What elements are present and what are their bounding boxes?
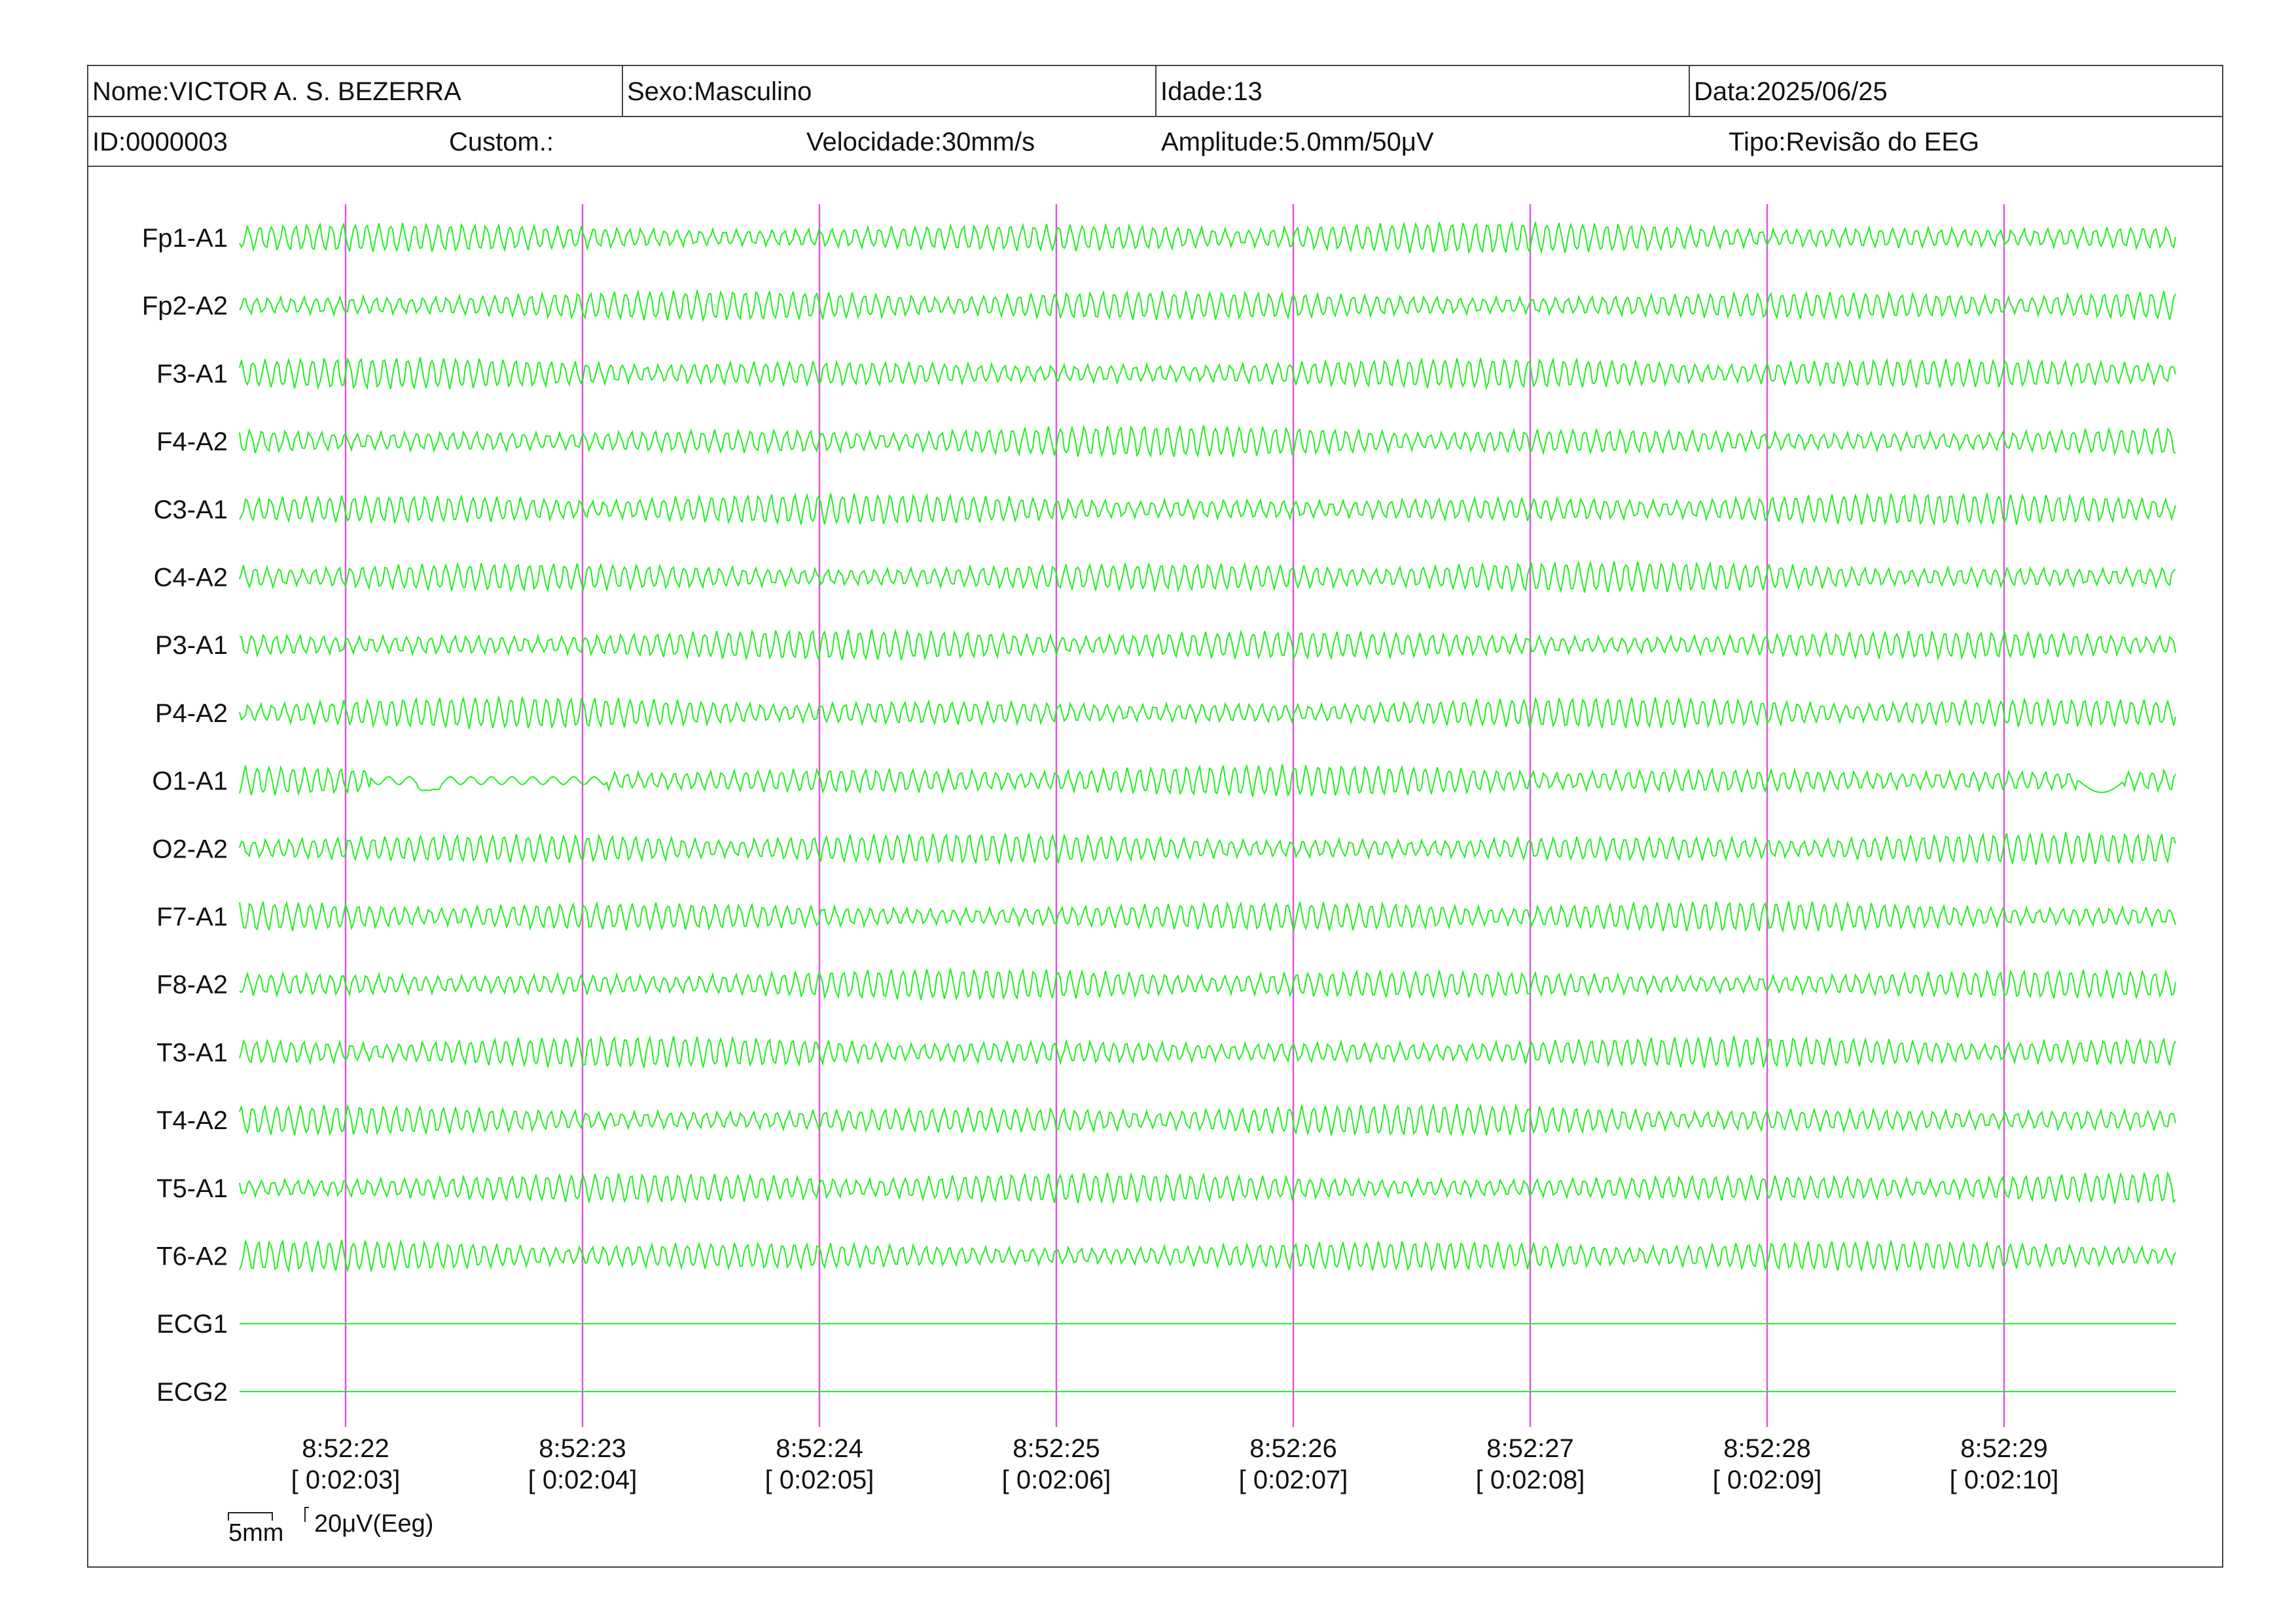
- channel-trace: [239, 221, 2176, 255]
- amplitude-scale-label: 20μV(Eeg): [314, 1510, 433, 1538]
- channel-label: F4-A2: [156, 427, 228, 456]
- clock-time-label: 8:52:29: [1960, 1434, 2047, 1463]
- amplitude-scale-bracket: [304, 1507, 309, 1522]
- patient-age: Idade:13: [1155, 66, 1689, 116]
- custom-field: Custom.:: [449, 128, 554, 156]
- elapsed-time-label: [ 0:02:09]: [1713, 1466, 1822, 1494]
- channel-traces: [239, 221, 2176, 1392]
- channel-trace: [239, 696, 2176, 729]
- clock-time-label: 8:52:28: [1723, 1434, 1810, 1463]
- clock-time-label: 8:52:24: [776, 1434, 863, 1463]
- channel-trace: [239, 900, 2176, 933]
- channel-label: F3-A1: [156, 359, 228, 388]
- elapsed-time-label: [ 0:02:08]: [1476, 1466, 1585, 1494]
- channel-label: C3-A1: [154, 496, 228, 524]
- elapsed-time-label: [ 0:02:04]: [528, 1466, 637, 1494]
- exam-date: Data:2025/06/25: [1689, 66, 2222, 116]
- elapsed-time-label: [ 0:02:07]: [1239, 1466, 1348, 1494]
- elapsed-time-label: [ 0:02:05]: [765, 1466, 874, 1494]
- clock-time-label: 8:52:26: [1249, 1434, 1336, 1463]
- amplitude-setting: Amplitude:5.0mm/50μV: [1161, 128, 1434, 156]
- channel-label: T3-A1: [156, 1038, 228, 1067]
- channel-label: F7-A1: [156, 903, 228, 931]
- channel-label: ECG2: [156, 1378, 228, 1407]
- channel-label: Fp1-A1: [142, 224, 228, 253]
- time-scale-bracket: [228, 1512, 273, 1521]
- channel-trace: [239, 764, 2176, 797]
- channel-trace: [239, 289, 2176, 323]
- elapsed-time-label: [ 0:02:10]: [1950, 1466, 2059, 1494]
- channel-label: T6-A2: [156, 1242, 228, 1271]
- time-axis-labels: 8:52:22 [ 0:02:03] 8:52:23 [ 0:02:04] 8:52:2…: [291, 1434, 2059, 1494]
- channel-trace: [239, 967, 2176, 1001]
- channel-label: P4-A2: [155, 699, 228, 728]
- patient-sex: Sexo:Masculino: [622, 66, 1155, 116]
- speed-setting: Velocidade:30mm/s: [806, 128, 1035, 156]
- channel-trace: [239, 1035, 2176, 1069]
- clock-time-label: 8:52:25: [1013, 1434, 1100, 1463]
- channel-label: P3-A1: [155, 631, 228, 660]
- patient-header-row: Nome:VICTOR A. S. BEZERRA Sexo:Masculino…: [88, 66, 2222, 117]
- channel-trace: [239, 831, 2176, 866]
- channel-label: ECG1: [156, 1310, 228, 1339]
- channel-labels: Fp1-A1 Fp2-A2 F3-A1 F4-A2 C3-A1 C4-A2 P3-A1 P4-…: [142, 224, 228, 1407]
- channel-label: F8-A2: [156, 971, 228, 1000]
- channel-label: C4-A2: [154, 564, 228, 592]
- channel-trace: [239, 1238, 2176, 1273]
- channel-trace: [239, 424, 2176, 459]
- channel-trace: [239, 628, 2176, 661]
- channel-trace: [239, 492, 2176, 526]
- channel-trace: [239, 560, 2176, 594]
- channel-trace: [239, 357, 2176, 391]
- clock-time-label: 8:52:23: [539, 1434, 626, 1463]
- exam-settings-row: ID:0000003 Custom.: Velocidade:30mm/s Am…: [88, 117, 2222, 167]
- channel-label: O2-A2: [152, 835, 228, 863]
- eeg-report-sheet: Nome:VICTOR A. S. BEZERRA Sexo:Masculino…: [87, 65, 2223, 1568]
- channel-label: O1-A1: [152, 767, 228, 796]
- patient-id: ID:0000003: [92, 128, 228, 156]
- channel-label: Fp2-A2: [142, 292, 228, 321]
- channel-label: T4-A2: [156, 1106, 228, 1135]
- clock-time-label: 8:52:22: [302, 1434, 389, 1463]
- channel-label: T5-A1: [156, 1174, 228, 1203]
- time-scale-label: 5mm: [228, 1519, 283, 1547]
- clock-time-label: 8:52:27: [1486, 1434, 1573, 1463]
- patient-name: Nome:VICTOR A. S. BEZERRA: [92, 77, 461, 106]
- channel-trace: [239, 1103, 2176, 1137]
- elapsed-time-label: [ 0:02:03]: [291, 1466, 401, 1494]
- second-markers: [344, 204, 2005, 1427]
- elapsed-time-label: [ 0:02:06]: [1002, 1466, 1111, 1494]
- review-type: Tipo:Revisão do EEG: [1729, 128, 1980, 156]
- calibration-scale: 5mm 20μV(Eeg): [228, 1507, 433, 1547]
- channel-trace: [239, 1170, 2176, 1204]
